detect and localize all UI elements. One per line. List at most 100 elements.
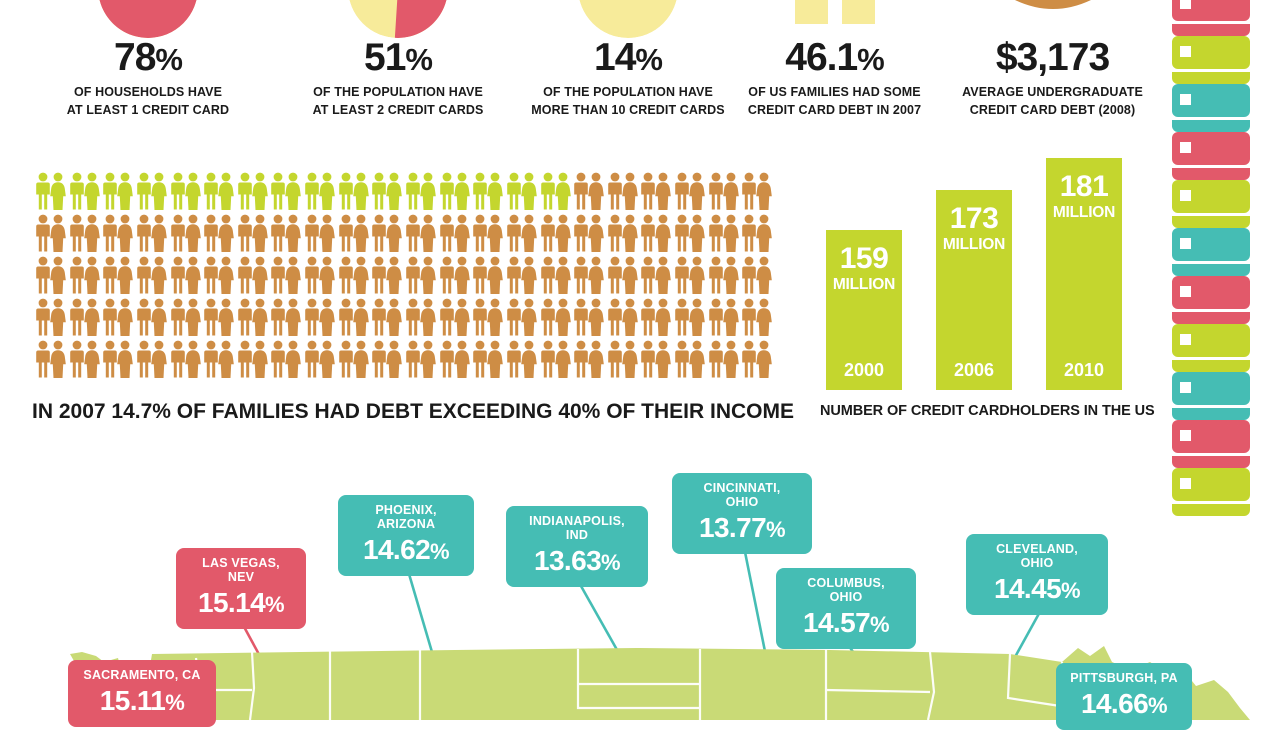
people-couple-icon (34, 340, 68, 378)
card-chip-icon (1180, 142, 1191, 153)
people-couple-icon (707, 298, 741, 336)
caption-pct: % (152, 400, 171, 423)
people-couple-icon (202, 214, 236, 252)
map-callout-indianapolis-ind[interactable]: INDIANAPOLIS, IND 13.63% (506, 506, 648, 587)
card-chip-icon (1180, 430, 1191, 441)
stat-desc-line2: CREDIT CARD DEBT IN 2007 (747, 102, 922, 117)
people-couple-icon (707, 172, 741, 210)
stat-number: 78 (114, 36, 156, 79)
card-chip-icon (1180, 190, 1191, 201)
card-chip-icon (1180, 0, 1191, 9)
people-couple-icon-highlight (169, 172, 203, 210)
people-couple-icon-highlight (101, 172, 135, 210)
people-couple-icon (539, 340, 573, 378)
callout-city: CINCINNATI, OHIO (703, 481, 781, 509)
us-map-shape (70, 646, 1250, 720)
people-couple-icon (572, 340, 606, 378)
bar-year-label: 2000 (843, 360, 885, 380)
stat-number: 46.1 (785, 36, 858, 79)
card-chip-icon (1180, 382, 1191, 393)
stat-unit: % (405, 42, 433, 77)
people-couple-icon (404, 340, 438, 378)
bar-value: 159 (839, 242, 889, 275)
people-couple-icon (505, 256, 539, 294)
people-couple-icon (135, 256, 169, 294)
callout-value: 14.57% (802, 606, 890, 638)
people-couple-icon (202, 256, 236, 294)
us-map-svg (70, 550, 1250, 720)
people-couple-icon (707, 256, 741, 294)
people-couple-icon (404, 214, 438, 252)
credit-card-icon (1172, 276, 1250, 324)
map-callout-sacramento-ca[interactable]: SACRAMENTO, CA 15.11% (68, 660, 216, 728)
people-couple-icon (236, 298, 270, 336)
callout-percent-sign: % (1148, 692, 1168, 718)
bar-year-label: 2010 (1063, 360, 1105, 380)
people-couple-icon (740, 256, 774, 294)
callout-value: 14.45% (993, 572, 1081, 604)
people-couple-icon (572, 298, 606, 336)
callout-value: 13.63% (533, 544, 621, 576)
map-callout-las-vegas-nev[interactable]: LAS VEGAS, NEV 15.14% (176, 548, 306, 629)
people-couple-icon-highlight (404, 172, 438, 210)
people-couple-icon (269, 214, 303, 252)
callout-value: 15.14% (197, 586, 285, 618)
stat-unit: % (857, 42, 885, 77)
people-couple-icon (639, 298, 673, 336)
people-couple-icon (572, 256, 606, 294)
stat-value: 14% (513, 38, 743, 77)
stat-value: 46.1% (732, 38, 937, 77)
card-chip-icon (1180, 94, 1191, 105)
us-map-section (0, 440, 1280, 720)
callout-city: CLEVELAND, OHIO (996, 542, 1078, 570)
stat-number: 14 (594, 36, 636, 79)
people-couple-icon (135, 340, 169, 378)
people-couple-icon (202, 340, 236, 378)
pictogram-row (34, 340, 774, 378)
callout-city: PHOENIX, ARIZONA (375, 503, 437, 531)
people-couple-icon (606, 298, 640, 336)
bar-chart-title: NUMBER OF CREDIT CARDHOLDERS IN THE US (820, 403, 1155, 419)
stat-desc-line1: OF THE POPULATION HAVE (543, 85, 713, 99)
card-chip-icon (1180, 478, 1191, 489)
people-couple-icon (337, 214, 371, 252)
bar-unit: MILLION (1052, 204, 1116, 221)
people-couple-icon-highlight (471, 172, 505, 210)
people-couple-icon-highlight (438, 172, 472, 210)
people-couple-icon (303, 256, 337, 294)
stat-number: $3,173 (995, 36, 1110, 79)
people-couple-icon (34, 298, 68, 336)
bar-year-label: 2006 (953, 360, 995, 380)
people-couple-icon (639, 172, 673, 210)
map-callout-phoenix-arizona[interactable]: PHOENIX, ARIZONA 14.62% (338, 495, 474, 576)
people-couple-icon (169, 298, 203, 336)
callout-value: 13.77% (698, 511, 786, 543)
people-couple-icon (539, 214, 573, 252)
callout-city: INDIANAPOLIS, IND (529, 514, 625, 542)
people-couple-icon (539, 256, 573, 294)
people-couple-icon (269, 298, 303, 336)
stat-desc-line2: AT LEAST 1 CREDIT CARD (66, 102, 230, 117)
caption-bold: EXCEEDING 40% OF THEIR INCOME (428, 400, 795, 423)
people-couple-icon (606, 172, 640, 210)
people-couple-icon (673, 172, 707, 210)
map-callout-pittsburgh-pa[interactable]: PITTSBURGH, PA 14.66% (1056, 663, 1192, 730)
card-chip-icon (1180, 286, 1191, 297)
callout-percent-sign: % (1061, 577, 1081, 603)
people-couple-icon (673, 256, 707, 294)
pictogram-caption: IN 2007 14.7% OF FAMILIES HAD DEBT EXCEE… (32, 400, 795, 428)
people-couple-icon (438, 298, 472, 336)
people-couple-icon (34, 214, 68, 252)
people-couple-icon (572, 214, 606, 252)
map-callout-cincinnati-ohio[interactable]: CINCINNATI, OHIO 13.77% (672, 473, 812, 554)
map-callout-columbus-ohio[interactable]: COLUMBUS, OHIO 14.57% (776, 568, 916, 649)
people-couple-icon (471, 298, 505, 336)
people-couple-icon-highlight (135, 172, 169, 210)
map-callout-cleveland-ohio[interactable]: CLEVELAND, OHIO 14.45% (966, 534, 1108, 615)
stat-value: $3,173 (945, 38, 1160, 77)
callout-city: LAS VEGAS, NEV (202, 556, 280, 584)
people-couple-icon (135, 214, 169, 252)
people-couple-icon-highlight (236, 172, 270, 210)
bar-2006: 173 MILLION 2006 (936, 190, 1012, 390)
